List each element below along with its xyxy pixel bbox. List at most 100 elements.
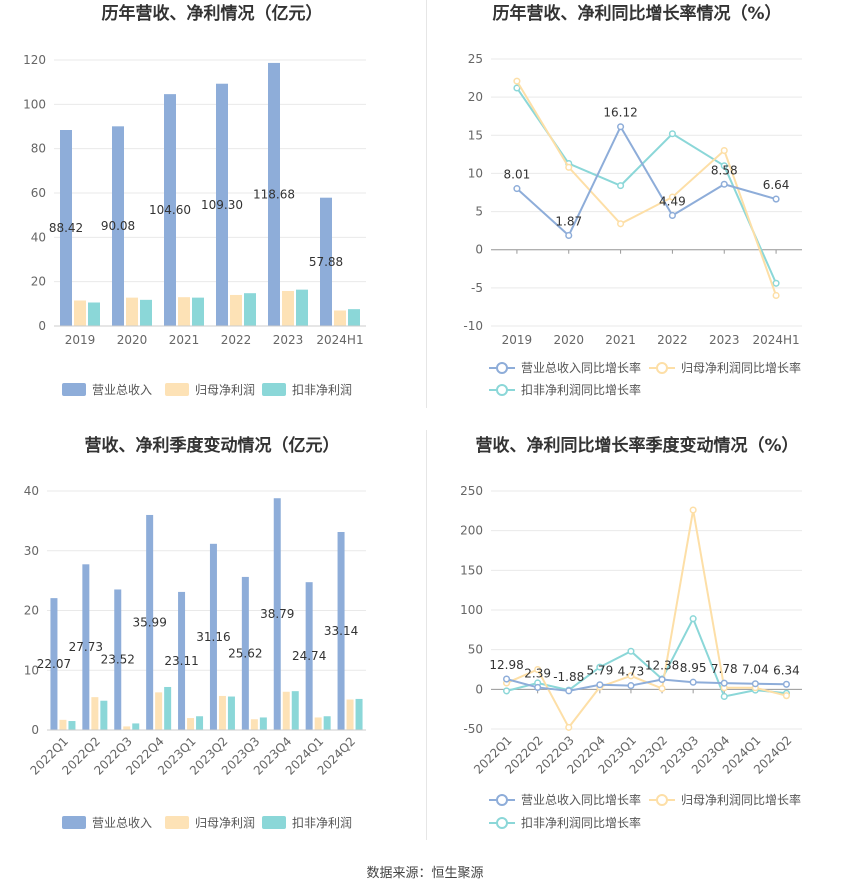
y-tick-label: 10 [24,663,39,677]
bar [178,297,190,326]
data-point [596,681,604,689]
y-tick-label: 15 [468,128,483,142]
bar [126,297,138,326]
data-point [720,692,728,701]
data-point [689,506,697,514]
data-label: 88.42 [49,221,83,235]
data-point [565,723,573,731]
data-point [617,123,625,131]
data-label: 27.73 [69,640,103,654]
data-point [513,185,521,193]
chart-title: 营收、净利季度变动情况（亿元） [85,435,340,456]
data-label: 23.11 [164,654,198,668]
y-tick-label: 30 [24,544,39,558]
bar [334,310,346,326]
data-label: 33.14 [324,624,358,638]
y-tick-label: 250 [460,484,483,498]
data-point [627,672,635,680]
data-point [689,615,697,623]
data-label: 1.87 [555,214,582,228]
y-tick-label: 25 [468,52,483,66]
data-label: 109.30 [201,198,243,212]
bar [112,126,124,327]
series-line [506,616,787,698]
bar [68,721,76,730]
data-label: 8.58 [711,163,738,177]
data-label: 4.73 [618,665,645,679]
x-tick-label: 2023 [709,333,740,347]
data-point [503,675,511,683]
data-label: 7.78 [711,662,738,676]
x-tick-label: 2020 [117,333,148,347]
data-label: 57.88 [309,255,343,269]
bar [305,582,313,730]
data-point [668,211,676,220]
y-tick-label: 0 [31,723,39,737]
chart-title: 营收、净利同比增长率季度变动情况（%） [475,435,798,456]
vertical-divider-lower [426,430,427,840]
legend-swatch [165,383,189,396]
annual-growth-chart-svg: 历年营收、净利同比增长率情况（%） -10 -5 0 5 10 15 20 25 2019 2020… [463,3,802,397]
data-point [658,675,666,684]
y-tick-label: 40 [31,230,46,244]
data-label: 5.79 [586,664,613,678]
bar [59,719,67,730]
legend-label: 归母净利润同比增长率 [681,360,801,375]
data-label: 7.04 [742,663,769,677]
data-point [720,679,728,687]
bar [282,290,294,326]
data-point [513,84,521,92]
bar [82,564,90,730]
y-tick-label: 5 [475,205,483,219]
y-tick-label: 20 [31,275,46,289]
data-label: 6.34 [773,663,800,677]
bar [164,686,172,730]
x-tick-label: 2022 [221,333,252,347]
legend-label: 扣非净利润同比增长率 [521,382,641,397]
bar [355,698,363,730]
bar [259,717,267,730]
bar [60,130,72,326]
legend-label: 扣非净利润 [292,816,352,830]
bar [192,297,204,326]
bar [178,591,186,730]
bar [337,531,345,730]
data-point [782,692,791,700]
bar [273,498,281,730]
vertical-divider [426,0,427,408]
data-point [772,195,780,203]
series-line [506,509,787,730]
data-label: 118.68 [253,187,295,201]
data-label: 12.98 [489,658,523,672]
annual-growth-chart: 历年营收、净利同比增长率情况（%） -10 -5 0 5 10 15 20 25 2019 2020… [427,0,850,410]
quarterly-growth-chart: 营收、净利同比增长率季度变动情况（%） -50 0 50 100 150 200 250 202… [427,425,850,855]
legend-label: 归母净利润 [195,383,255,397]
data-label: 2.39 [524,666,551,680]
bar [216,83,228,327]
y-tick-label: 100 [23,97,46,111]
y-tick-label: 40 [24,484,39,498]
data-point [596,663,604,671]
data-label: -1.88 [553,670,584,684]
y-tick-label: 20 [24,604,39,618]
x-tick-label: 2019 [502,333,533,347]
y-tick-label: 80 [31,142,46,156]
quarterly-bar-chart: 营收、净利季度变动情况（亿元） 0 10 20 30 40 2022Q1 2022Q2 2022… [0,425,426,855]
data-label: 22.07 [37,657,71,671]
bar [74,300,86,326]
bar [323,716,331,730]
x-tick-label: 2021 [169,333,200,347]
series-line [516,80,778,296]
y-tick-label: 0 [475,682,483,696]
x-tick-label: 2024H1 [752,333,799,347]
bar [314,717,322,730]
data-point [720,146,728,155]
bar [50,598,58,730]
data-point [658,684,666,693]
data-point [617,220,625,228]
x-tick-label: 2021 [605,333,636,347]
annual-bar-chart: 历年营收、净利情况（亿元） 0 20 40 60 80 100 120 2019 2020 2021… [0,0,426,410]
data-point [720,180,728,188]
bar [230,294,242,326]
chart-title: 历年营收、净利同比增长率情况（%） [492,3,781,24]
